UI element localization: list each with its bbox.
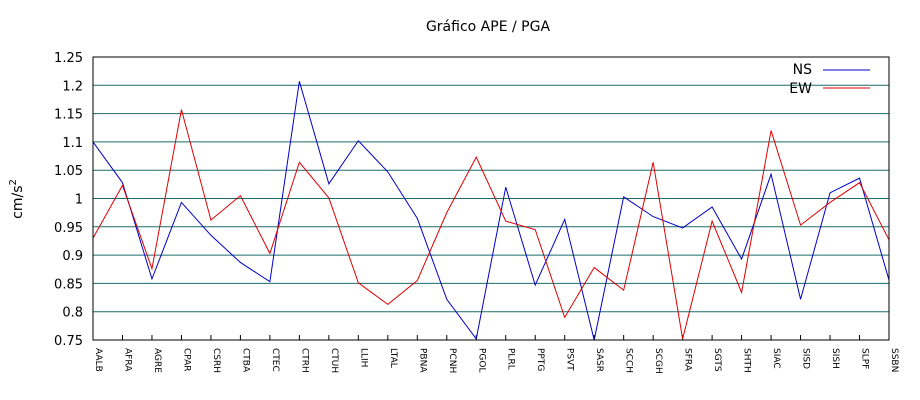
y-tick-label: 1	[75, 193, 83, 208]
x-tick-label: SCGH	[653, 348, 663, 374]
x-tick-label: SHTH	[742, 348, 752, 373]
x-tick-label: SSBN	[889, 348, 899, 372]
legend-label-ew: EW	[789, 81, 812, 97]
x-tick-label: CPAR	[181, 348, 191, 372]
x-tick-label: SIAC	[771, 348, 781, 369]
series-line-ew	[92, 109, 890, 339]
legend: NS EW	[789, 62, 870, 97]
y-tick-label: 0.75	[54, 334, 83, 349]
x-tick-label: PLRL	[506, 348, 516, 370]
y-tick-label: 1.2	[62, 79, 83, 94]
x-tick-label: AFRA	[122, 348, 132, 372]
x-tick-label: CTEC	[270, 348, 280, 372]
x-tick-label: SASR	[594, 348, 604, 372]
y-tick-label: 1.15	[54, 108, 83, 123]
x-tick-label: SISH	[830, 348, 840, 369]
x-tick-label: LTAL	[388, 348, 398, 368]
y-axis-ticks: 0.75 0.8 0.85 0.9 0.95 1 1.05 1.1 1.15 1.2 1.25	[54, 51, 83, 349]
x-axis-ticks: AALB AFRA AGRE CPAR CSRH CTBA CTEC CTRH CTUH LLIH…	[92, 335, 899, 374]
x-tick-label: PSVT	[565, 348, 575, 371]
x-tick-label: PCNH	[447, 348, 457, 373]
y-tick-label: 1.25	[54, 51, 83, 66]
x-tick-label: CTUH	[329, 348, 339, 373]
y-tick-label: 0.95	[54, 221, 83, 236]
y-axis-label-text: cm/s	[10, 186, 26, 219]
x-tick-label: CTRH	[299, 348, 309, 373]
y-axis-label: cm/s2	[8, 179, 26, 219]
x-tick-label: PBNA	[417, 348, 427, 373]
x-tick-label: SISD	[801, 348, 811, 369]
x-tick-label: SLPF	[860, 348, 870, 369]
x-tick-label: SFRA	[683, 348, 693, 372]
x-tick-label: CSRH	[211, 348, 221, 373]
series-lines	[92, 81, 890, 341]
x-tick-label: SGTS	[712, 348, 722, 372]
y-tick-label: 1.1	[62, 136, 83, 151]
x-tick-label: CTBA	[240, 348, 250, 373]
y-axis-label-superscript: 2	[8, 179, 19, 185]
y-tick-label: 0.8	[62, 306, 83, 321]
y-tick-label: 1.05	[54, 164, 83, 179]
x-tick-label: PGOL	[476, 348, 486, 373]
x-tick-label: AGRE	[152, 348, 162, 373]
chart-title: Gráfico APE / PGA	[426, 19, 550, 35]
x-tick-label: PPTG	[535, 348, 545, 371]
plot-frame	[92, 56, 890, 341]
series-line-ns	[92, 81, 890, 341]
legend-label-ns: NS	[793, 62, 812, 78]
x-tick-label: SCCH	[624, 348, 634, 373]
y-tick-label: 0.9	[62, 249, 83, 264]
y-tick-label: 0.85	[54, 277, 83, 292]
x-tick-label: LLIH	[358, 348, 368, 367]
grid-lines	[93, 56, 889, 341]
x-tick-label: AALB	[93, 348, 103, 372]
